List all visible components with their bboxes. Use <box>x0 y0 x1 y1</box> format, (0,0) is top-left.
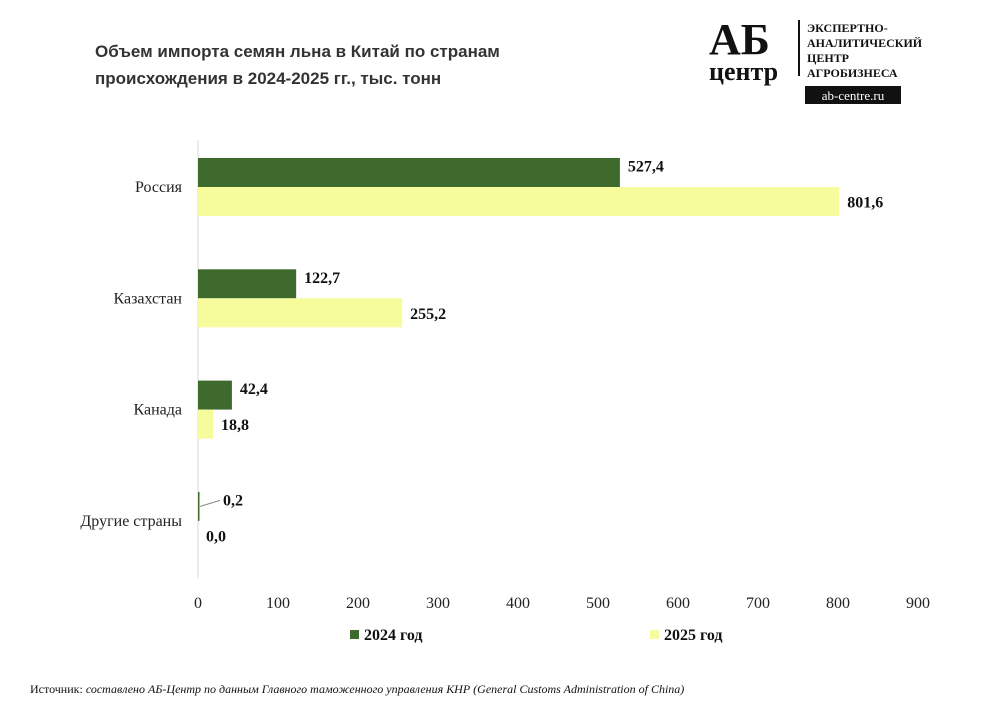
logo-line-4: АГРОБИЗНЕСА <box>807 66 898 80</box>
bar-2024 <box>198 380 232 410</box>
data-label: 122,7 <box>304 270 340 287</box>
category-label: Россия <box>135 179 183 196</box>
ab-centre-logo: АБ центр ЭКСПЕРТНО- АНАЛИТИЧЕСКИЙ ЦЕНТР … <box>709 15 923 104</box>
logo-url: ab-centre.ru <box>822 88 885 103</box>
category-label: Другие страны <box>80 513 182 530</box>
data-label: 801,6 <box>847 195 883 212</box>
data-label: 0,0 <box>206 528 226 545</box>
bar-2025 <box>198 298 403 328</box>
chart-title: Объем импорта семян льна в Китай по стра… <box>95 42 500 88</box>
logo-line-1: ЭКСПЕРТНО- <box>807 21 888 35</box>
x-tick-label: 600 <box>666 595 690 612</box>
legend-label: 2024 год <box>364 627 423 644</box>
data-label: 18,8 <box>221 417 249 434</box>
x-tick-label: 500 <box>586 595 610 612</box>
logo-line-2: АНАЛИТИЧЕСКИЙ <box>807 36 923 50</box>
bar-2024 <box>198 158 620 187</box>
x-tick-label: 300 <box>426 595 450 612</box>
x-tick-label: 200 <box>346 595 370 612</box>
x-tick-label: 0 <box>194 595 202 612</box>
x-tick-label: 900 <box>906 595 930 612</box>
legend-swatch <box>650 630 659 639</box>
category-label: Казахстан <box>114 290 183 307</box>
legend-label: 2025 год <box>664 627 723 644</box>
category-label: Канада <box>134 402 182 419</box>
bar-2024 <box>198 269 297 299</box>
data-label: 255,2 <box>410 306 446 323</box>
logo-mark-top: АБ <box>709 15 770 64</box>
bar-2024 <box>198 491 200 521</box>
x-tick-label: 400 <box>506 595 530 612</box>
logo-line-3: ЦЕНТР <box>807 51 849 65</box>
x-tick-label: 700 <box>746 595 770 612</box>
logo-mark-bottom: центр <box>709 57 778 86</box>
x-tick-label: 100 <box>266 595 290 612</box>
data-label: 42,4 <box>240 381 268 398</box>
data-label: 527,4 <box>628 159 664 176</box>
legend-swatch <box>350 630 359 639</box>
x-tick-label: 800 <box>826 595 850 612</box>
bar-2025 <box>198 409 214 439</box>
label-leader-line <box>200 499 221 507</box>
source-note: Источник: составлено АБ-Центр по данным … <box>30 682 684 697</box>
source-text: составлено АБ-Центр по данным Главного т… <box>82 682 685 696</box>
source-label: Источник: <box>30 682 83 696</box>
bar-2025 <box>198 187 840 216</box>
data-label: 0,2 <box>223 492 243 509</box>
